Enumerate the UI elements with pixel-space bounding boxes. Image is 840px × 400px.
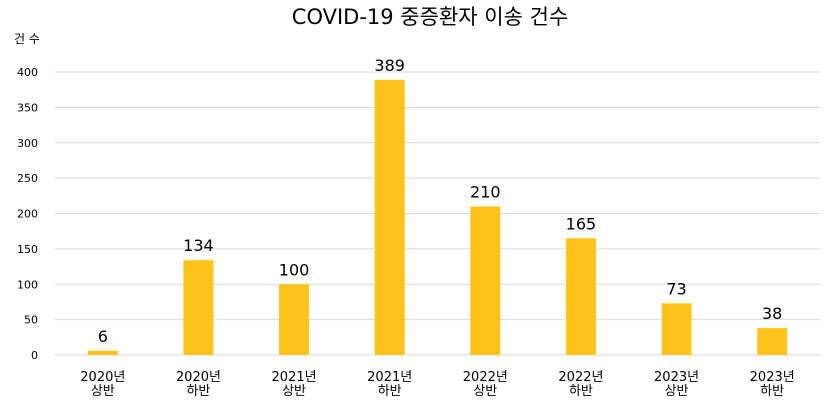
bars [87,79,788,355]
x-tick-label: 상반 [282,384,306,399]
data-label: 100 [279,260,310,279]
x-tick-label: 상반 [473,384,497,399]
x-tick-label: 2022년 [463,370,508,385]
chart-title: COVID-19 중증환자 이송 건수 [292,5,568,29]
x-tick-label: 하반 [760,384,784,399]
bar [374,79,405,355]
data-label: 134 [183,236,214,255]
data-labels: 6 134 100 389 210 165 73 38 [98,56,783,346]
y-tick-label: 0 [31,349,38,362]
gridlines [55,71,820,356]
y-tick-label: 350 [17,101,38,114]
x-tick-label: 하반 [569,384,593,399]
data-label: 6 [98,327,108,346]
x-tick-label: 하반 [186,384,210,399]
x-tick-label: 상반 [91,384,115,399]
y-axis-ticks: 0 50 100 150 200 250 300 350 400 [17,66,38,362]
bar [661,303,692,355]
data-label: 389 [374,56,405,75]
y-axis-label: 건 수 [14,32,40,46]
y-tick-label: 50 [24,314,38,327]
x-tick-label: 2020년 [80,370,125,385]
y-tick-label: 400 [17,66,38,79]
bar [470,206,501,355]
data-label: 165 [566,214,597,233]
data-label: 73 [666,279,686,298]
data-label: 38 [762,304,782,323]
x-tick-label: 2021년 [272,370,317,385]
data-label: 210 [470,182,501,201]
x-tick-label: 2021년 [367,370,412,385]
x-tick-label: 2023년 [654,370,699,385]
x-tick-label: 상반 [665,384,689,399]
y-tick-label: 100 [17,278,38,291]
x-tick-label: 2020년 [176,370,221,385]
bar [757,328,788,355]
x-tick-label: 하반 [378,384,402,399]
bar [87,350,118,355]
bar [565,238,596,355]
bar [279,284,310,355]
x-tick-label: 2023년 [750,370,795,385]
y-tick-label: 150 [17,243,38,256]
bar [183,260,214,355]
y-tick-label: 250 [17,172,38,185]
x-tick-label: 2022년 [558,370,603,385]
y-tick-label: 200 [17,208,38,221]
x-axis-ticks: 2020년상반2020년하반2021년상반2021년하반2022년상반2022년… [80,370,794,399]
y-tick-label: 300 [17,137,38,150]
